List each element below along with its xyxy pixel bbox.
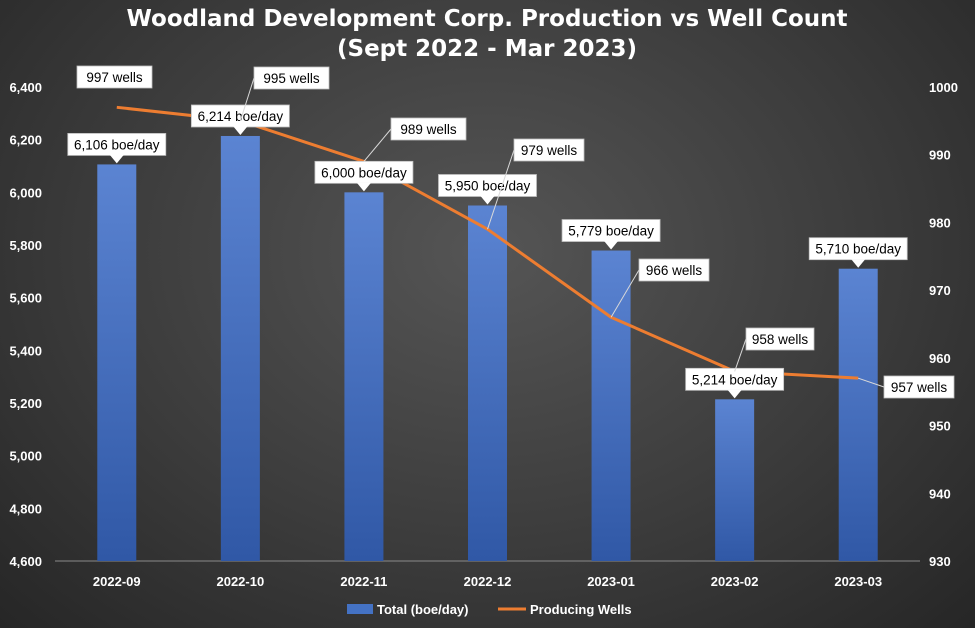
legend-swatch-bars — [347, 604, 373, 614]
x-tick-label: 2022-12 — [464, 574, 512, 589]
wells-value-label-leader — [363, 128, 392, 162]
bar-value-label: 5,779 boe/day — [561, 219, 661, 250]
bar-value-label-arrow — [604, 241, 619, 250]
x-tick-label: 2022-10 — [216, 574, 264, 589]
x-tick-label: 2023-01 — [587, 574, 635, 589]
y-right-tick-label: 960 — [929, 351, 951, 366]
wells-value-label-box — [253, 66, 330, 90]
y-left-tick-label: 4,800 — [9, 501, 42, 516]
bar-value-label: 6,214 boe/day — [190, 104, 290, 135]
wells-value-label: 957 wells — [858, 375, 955, 399]
wells-value-label: 989 wells — [363, 117, 467, 162]
bar — [468, 205, 507, 561]
y-right-tick-label: 1000 — [929, 80, 958, 95]
x-tick-label: 2023-03 — [834, 574, 882, 589]
bar-value-label-text: 6,214 boe/day — [198, 109, 284, 124]
bar-value-label-text: 6,106 boe/day — [74, 137, 160, 152]
wells-value-label-leader — [610, 269, 640, 318]
legend-entry-line: Producing Wells — [498, 602, 632, 617]
legend-label-line: Producing Wells — [530, 602, 632, 617]
wells-value-label: 997 wells — [76, 65, 153, 89]
wells-value-label-box — [390, 117, 467, 141]
bar-value-label: 5,214 boe/day — [685, 367, 785, 399]
y-right-tick-label: 950 — [929, 419, 951, 434]
y-left-tick-label: 5,600 — [9, 291, 42, 306]
chart-title: Woodland Development Corp. Production vs… — [126, 6, 847, 32]
wells-value-label-leader — [734, 338, 747, 372]
y-right-tick-label: 970 — [929, 283, 951, 298]
bar-value-label-arrow — [727, 389, 742, 399]
wells-value-label-leader — [858, 377, 885, 388]
bar-value-label-text: 5,710 boe/day — [815, 242, 901, 257]
y-left-tick-label: 6,000 — [9, 185, 42, 200]
bar-value-label-arrow — [851, 259, 866, 268]
bar-value-label: 6,000 boe/day — [314, 160, 414, 192]
bar-value-label-text: 5,214 boe/day — [692, 372, 778, 387]
legend-label-bars: Total (boe/day) — [377, 602, 468, 617]
wells-value-label: 958 wells — [734, 327, 815, 372]
y-right-tick-label: 930 — [929, 554, 951, 569]
wells-value-label-box — [745, 327, 815, 351]
wells-value-label-text: 979 wells — [521, 143, 578, 158]
x-tick-label: 2022-11 — [340, 574, 387, 589]
plot-area: 4,600 4,800 5,000 5,200 5,400 5,600 5,800 6,000… — [9, 65, 958, 589]
bar-value-label-text: 5,779 boe/day — [568, 224, 654, 239]
wells-value-label: 966 wells — [610, 258, 710, 318]
bar — [97, 164, 137, 562]
y-right-tick-label: 980 — [929, 215, 951, 230]
y-left-tick-label: 5,200 — [9, 396, 42, 411]
wells-value-label: 995 wells — [239, 66, 330, 122]
bar — [838, 268, 878, 561]
y-right-tick-label: 940 — [929, 486, 951, 501]
bar-value-label-text: 6,000 boe/day — [321, 165, 407, 180]
bar — [715, 399, 755, 561]
wells-value-label-box — [513, 138, 585, 162]
bar — [591, 250, 631, 561]
wells-value-label-text: 989 wells — [400, 122, 457, 137]
x-tick-label: 2022-09 — [93, 574, 141, 589]
bar — [220, 135, 260, 562]
y-left-tick-label: 6,200 — [9, 133, 42, 148]
bar-value-label: 6,106 boe/day — [67, 133, 167, 164]
y-right-tick-label: 990 — [929, 148, 951, 163]
chart-subtitle: (Sept 2022 - Mar 2023) — [337, 36, 637, 62]
y-left-tick-label: 6,400 — [9, 80, 42, 95]
bar — [344, 192, 384, 562]
wells-value-label-box — [76, 65, 153, 89]
wells-value-label-leader — [487, 149, 515, 230]
wells-value-label-text: 966 wells — [646, 263, 703, 278]
bar-value-label-arrow — [233, 126, 248, 135]
wells-value-label-text: 957 wells — [891, 380, 948, 395]
y-left-tick-label: 4,600 — [9, 554, 42, 569]
wells-value-label: 979 wells — [487, 138, 585, 230]
bar-value-label-arrow — [356, 182, 371, 192]
bar-value-label: 5,710 boe/day — [808, 237, 908, 268]
bar-value-label: 5,950 boe/day — [438, 174, 537, 205]
wells-value-label-text: 997 wells — [86, 70, 143, 85]
wells-value-label-leader — [239, 77, 255, 122]
wells-value-label-text: 958 wells — [752, 332, 809, 347]
wells-value-label-text: 995 wells — [263, 71, 320, 86]
legend-entry-bars: Total (boe/day) — [347, 602, 468, 617]
bar-value-label-arrow — [480, 196, 495, 205]
bar-value-label-arrow — [109, 154, 124, 164]
y-left-tick-label: 5,000 — [9, 449, 42, 464]
y-left-tick-label: 5,400 — [9, 343, 42, 358]
legend: Total (boe/day) Producing Wells — [347, 602, 632, 617]
wells-value-label-box — [883, 375, 955, 399]
y-left-tick-label: 5,800 — [9, 238, 42, 253]
x-tick-label: 2023-02 — [711, 574, 759, 589]
bar-value-label-text: 5,950 boe/day — [445, 179, 531, 194]
wells-value-label-box — [638, 258, 710, 282]
